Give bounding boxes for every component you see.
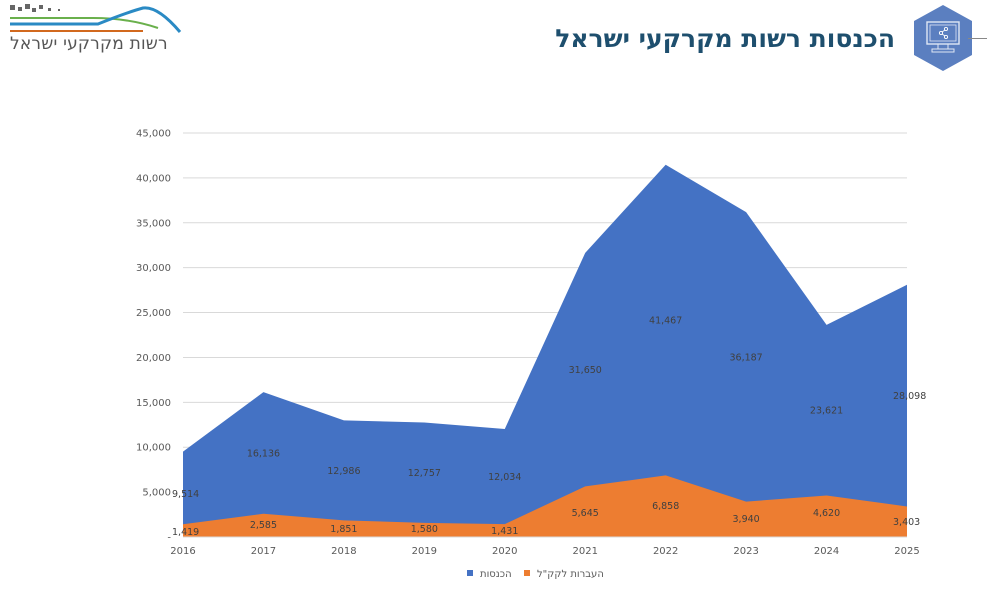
legend-label-income: הכנסות: [480, 569, 512, 580]
data-label-transfers: 3,403: [893, 517, 920, 528]
data-label-transfers: 1,419: [172, 527, 199, 538]
area-series-0: [183, 164, 907, 537]
x-axis-ticks: 2016 2017 2018 2019 2020 2021 2022 2023 2024 2025: [170, 546, 919, 557]
rmi-logo: [10, 4, 182, 33]
legend-label-transfers: העברות לקק"ל: [537, 569, 604, 580]
data-labels: 9,514 16,136 12,986 12,757 12,034 31,650 41,46…: [172, 316, 926, 538]
data-label-income: 16,136: [247, 448, 280, 459]
area-series-1: [183, 475, 907, 537]
data-label-transfers: 5,645: [572, 508, 599, 519]
data-label-transfers: 2,585: [250, 520, 277, 531]
x-tick-label: 2023: [733, 546, 758, 557]
series-areas: [183, 164, 907, 537]
data-label-income: 23,621: [810, 406, 843, 417]
y-tick-label: 30,000: [136, 263, 171, 274]
y-tick-label: 40,000: [136, 173, 171, 184]
x-tick-label: 2016: [170, 546, 195, 557]
data-label-income: 28,098: [893, 391, 926, 402]
data-label-transfers: 3,940: [733, 514, 760, 525]
data-label-income: 36,187: [729, 352, 762, 363]
y-tick-label: 45,000: [136, 129, 171, 140]
data-label-transfers: 1,580: [411, 524, 438, 535]
page-title: הכנסות רשות מקרקעי ישראל: [555, 24, 895, 53]
data-label-transfers: 6,858: [652, 501, 679, 512]
logo-green-line: [10, 17, 159, 29]
y-tick-label: -: [167, 533, 171, 544]
logo-text: רשות מקרקעי ישראל: [10, 34, 168, 54]
x-tick-label: 2021: [572, 546, 597, 557]
data-label-income: 41,467: [649, 316, 682, 327]
data-label-income: 12,034: [488, 472, 521, 483]
y-tick-label: 20,000: [136, 353, 171, 364]
x-tick-label: 2025: [894, 546, 919, 557]
data-label-transfers: 1,431: [491, 526, 518, 537]
y-tick-label: 25,000: [136, 308, 171, 319]
legend: הכנסות העברות לקק"ל: [467, 569, 604, 580]
x-tick-label: 2018: [331, 546, 356, 557]
header-connector-line: [968, 38, 987, 39]
data-label-transfers: 1,851: [330, 524, 357, 535]
data-label-transfers: 4,620: [813, 508, 840, 519]
x-tick-label: 2024: [814, 546, 839, 557]
logo-pixels: [10, 4, 60, 12]
x-tick-label: 2017: [251, 546, 276, 557]
legend-swatch-income: [467, 570, 473, 576]
monitor-share-icon: [914, 5, 972, 71]
data-label-income: 12,757: [408, 468, 441, 479]
data-label-income: 9,514: [172, 489, 199, 500]
x-tick-label: 2019: [412, 546, 437, 557]
data-label-income: 12,986: [327, 466, 360, 477]
y-axis-ticks: - 5,000 10,000 15,000 20,000 25,000 30,000 35,0…: [136, 129, 171, 544]
x-tick-label: 2020: [492, 546, 517, 557]
y-tick-label: 15,000: [136, 398, 171, 409]
data-label-income: 31,650: [569, 365, 602, 376]
legend-swatch-transfers: [524, 570, 530, 576]
y-tick-label: 10,000: [136, 443, 171, 454]
x-tick-label: 2022: [653, 546, 678, 557]
logo-blue-line: [10, 6, 182, 33]
y-tick-label: 5,000: [142, 488, 171, 499]
y-tick-label: 35,000: [136, 218, 171, 229]
